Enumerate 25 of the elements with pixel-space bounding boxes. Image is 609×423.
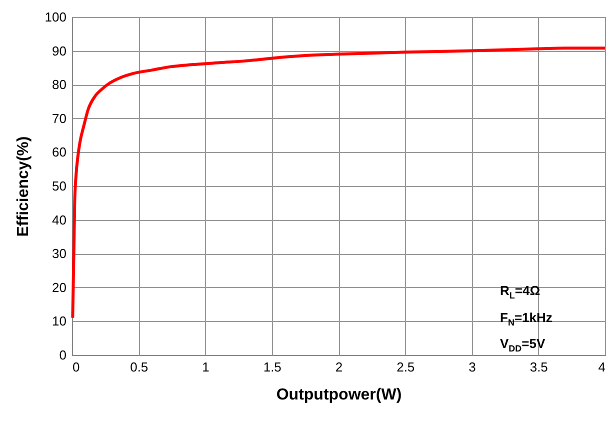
y-tick-label: 10: [52, 314, 66, 329]
y-tick-label: 100: [44, 10, 66, 24]
y-tick-label: 0: [59, 348, 66, 362]
x-tick-label: 3.5: [530, 360, 548, 374]
x-tick-label: 4: [598, 360, 606, 374]
y-tick-label: 70: [52, 110, 66, 126]
x-tick-label: 1.5: [263, 360, 282, 374]
x-tick-label: 0: [72, 360, 80, 374]
x-axis-title: Outputpower(W): [276, 386, 402, 404]
x-tick-label: 1: [202, 360, 210, 374]
y-tick-label: 90: [52, 43, 66, 58]
annotation: R$_{L}$=4Ω: [500, 282, 542, 303]
y-tick-label: 50: [52, 178, 66, 194]
y-tick-label: 60: [52, 144, 66, 160]
y-axis-title: Efficiency(%): [14, 136, 32, 237]
x-tick-label: 0.5: [130, 360, 148, 374]
y-tick-label: 40: [52, 212, 66, 228]
y-tick-label: 30: [52, 246, 66, 262]
x-tick-label: 3: [468, 360, 476, 374]
x-tick-label: 2: [335, 360, 343, 374]
y-tick-label: 80: [52, 77, 66, 92]
x-tick-label: 2.5: [396, 360, 415, 374]
annotation: V$_{DD}$=5V: [500, 335, 546, 356]
annotation: F$_{N}$=1kHz: [500, 308, 552, 330]
y-tick-label: 20: [52, 280, 66, 295]
